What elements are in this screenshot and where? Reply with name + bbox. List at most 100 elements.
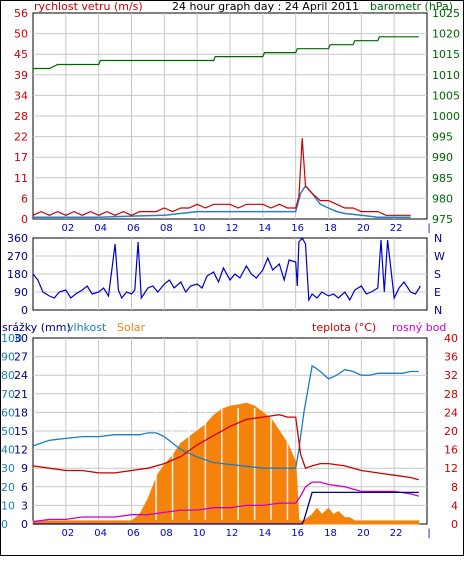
chart-title: 24 hour graph day : 24 April 2011 xyxy=(172,0,359,13)
dewpoint-line xyxy=(32,481,419,523)
solar-y-tick: 0 xyxy=(21,518,28,531)
x-tick-label: 04 xyxy=(94,528,107,539)
wind-y-tick: 0 xyxy=(21,213,28,226)
wind-series xyxy=(32,36,419,218)
x-tick-label: 22 xyxy=(390,528,403,539)
precip-y-tick: 100 xyxy=(1,332,22,345)
baro-y-tick: 1015 xyxy=(432,48,460,61)
x-tick-label: 02 xyxy=(61,223,74,234)
temp-y-tick: 4 xyxy=(451,499,458,512)
compass-y-tick: W xyxy=(434,250,445,263)
legend-dewpoint: rosný bod xyxy=(392,321,446,334)
direction-y-tick: 180 xyxy=(7,268,28,281)
legend-solar: Solar xyxy=(117,321,146,334)
solar-y-tick: 18 xyxy=(14,406,28,419)
temp-y-tick: 32 xyxy=(444,369,458,382)
temp-y-tick: 0 xyxy=(451,518,458,531)
barometer-line xyxy=(33,36,419,70)
legend-temperature: teplota (°C) xyxy=(312,321,376,334)
baro-y-tick: 1025 xyxy=(432,7,460,20)
precip-y-tick: 50 xyxy=(1,425,15,438)
weather-legend: srážky (mm) vlhkost Solar teplota (°C) r… xyxy=(2,321,446,334)
x-tick-label: 16 xyxy=(291,223,304,234)
solar-y-tick: 30 xyxy=(14,332,28,345)
precip-y-tick: 30 xyxy=(1,462,15,475)
precip-y-tick: 0 xyxy=(1,518,8,531)
precip-y-tick: 60 xyxy=(1,406,15,419)
compass-y-tick: N xyxy=(434,304,442,317)
temp-y-tick: 12 xyxy=(444,462,458,475)
x-tick-label: 06 xyxy=(127,223,140,234)
x-tick-label: 18 xyxy=(324,528,337,539)
wind-y-tick: 11 xyxy=(14,172,28,185)
baro-y-tick: 990 xyxy=(432,151,453,164)
baro-y-tick: 975 xyxy=(432,213,453,226)
temp-y-tick: 8 xyxy=(451,481,458,494)
direction-y-tick: 270 xyxy=(7,250,28,263)
direction-y-tick: 0 xyxy=(21,304,28,317)
temp-y-tick: 36 xyxy=(444,351,458,364)
wind-y-tick: 56 xyxy=(14,7,28,20)
x-tick-label: 14 xyxy=(258,223,271,234)
solar-y-tick: 24 xyxy=(14,369,28,382)
temp-y-tick: 20 xyxy=(444,425,458,438)
precip-y-tick: 20 xyxy=(1,481,15,494)
solar-y-tick: 27 xyxy=(14,351,28,364)
weather-series xyxy=(32,364,420,525)
x-tick-label: 04 xyxy=(94,223,107,234)
x-tick-label: 10 xyxy=(193,223,206,234)
temp-y-tick: 40 xyxy=(444,332,458,345)
solar-y-tick: 21 xyxy=(14,388,28,401)
temp-y-tick: 28 xyxy=(444,388,458,401)
compass-y-tick: S xyxy=(434,268,441,281)
wind-speed-line xyxy=(32,138,411,216)
compass-y-tick: N xyxy=(434,232,442,245)
compass-y-tick: E xyxy=(434,286,441,299)
weather-grid xyxy=(33,338,427,524)
x-tick-label: 20 xyxy=(357,223,370,234)
x-tick-label: 06 xyxy=(127,528,140,539)
x-tick-label: 08 xyxy=(160,223,173,234)
x-tick-label: 12 xyxy=(226,223,239,234)
wind-y-tick: 17 xyxy=(14,151,28,164)
baro-y-tick: 985 xyxy=(432,172,453,185)
wind-grid xyxy=(33,13,427,219)
legend-precip: srážky (mm) xyxy=(2,321,71,334)
x-tick-label: 14 xyxy=(258,528,271,539)
x-tick-label: | xyxy=(427,223,430,234)
wind-y-tick: 28 xyxy=(14,110,28,123)
x-tick-label: 20 xyxy=(357,528,370,539)
solar-y-tick: 12 xyxy=(14,444,28,457)
temp-y-tick: 16 xyxy=(444,444,458,457)
wind-y-tick: 22 xyxy=(14,131,28,144)
solar-y-tick: 15 xyxy=(14,425,28,438)
baro-y-tick: 1005 xyxy=(432,89,460,102)
precipitation-line xyxy=(33,491,419,525)
wind-direction-line xyxy=(32,236,421,303)
wind-average-line xyxy=(33,184,411,218)
solar-y-tick: 9 xyxy=(21,462,28,475)
baro-y-tick: 1000 xyxy=(432,110,460,123)
precip-y-tick: 80 xyxy=(1,369,15,382)
temperature-line xyxy=(32,414,419,481)
x-tick-label: 02 xyxy=(61,528,74,539)
precip-y-tick: 90 xyxy=(1,351,15,364)
wind-y-tick: 6 xyxy=(21,192,28,205)
direction-y-tick: 90 xyxy=(14,286,28,299)
direction-series xyxy=(32,236,421,303)
legend-humidity: vlhkost xyxy=(67,321,107,334)
baro-y-tick: 1010 xyxy=(432,69,460,82)
x-tick-label: 22 xyxy=(390,223,403,234)
baro-y-tick: 1020 xyxy=(432,28,460,41)
baro-y-tick: 980 xyxy=(432,192,453,205)
baro-axis-label: barometr (hPa) xyxy=(370,0,453,13)
humidity-line xyxy=(32,364,419,469)
x-tick-label: | xyxy=(427,528,430,539)
solar-y-tick: 6 xyxy=(21,481,28,494)
precip-y-tick: 10 xyxy=(1,499,15,512)
wind-y-tick: 45 xyxy=(14,48,28,61)
x-tick-label: 08 xyxy=(160,528,173,539)
x-tick-label: 10 xyxy=(193,528,206,539)
